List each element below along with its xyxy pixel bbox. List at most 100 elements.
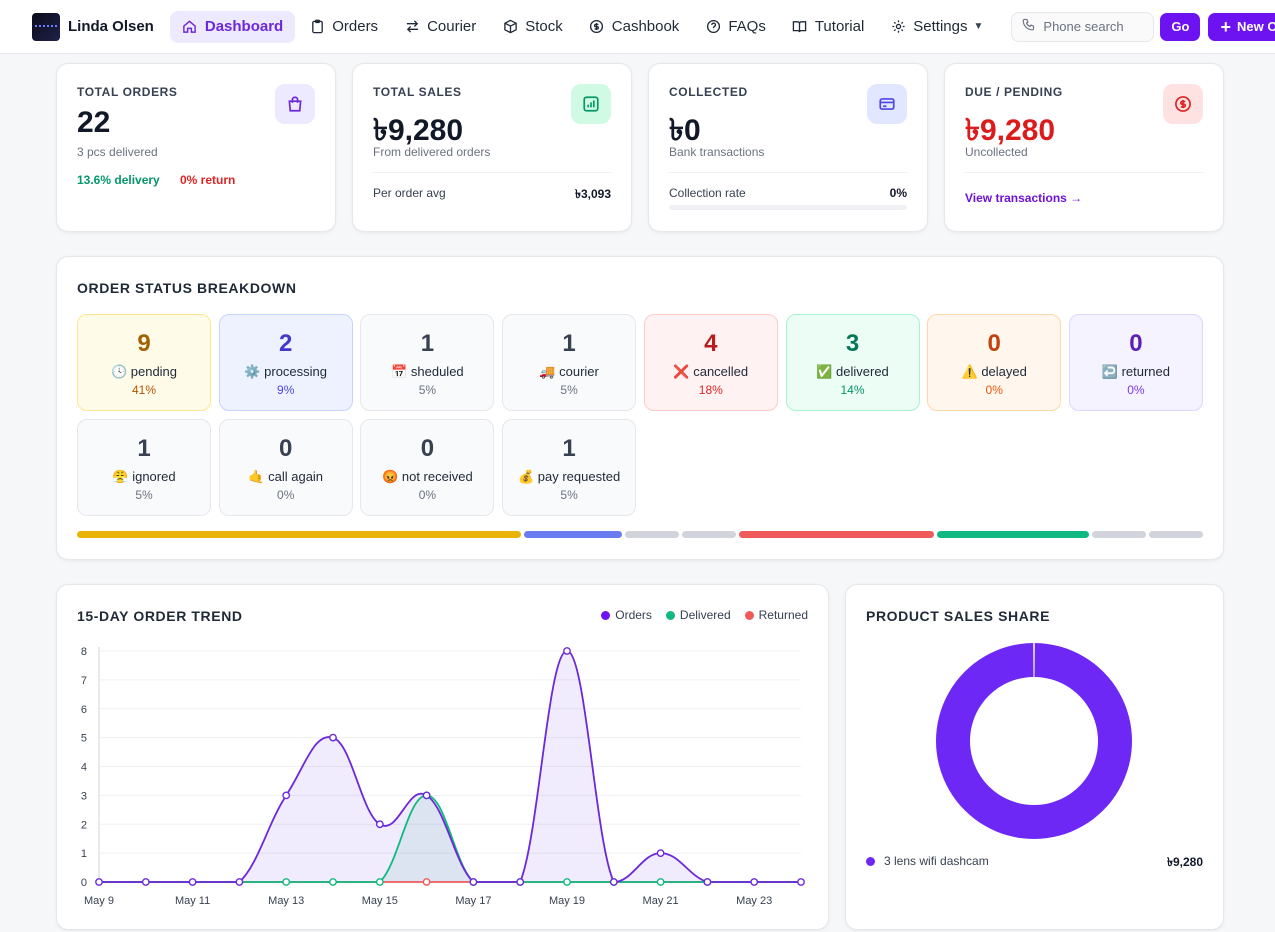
legend-item-returned[interactable]: Returned bbox=[744, 608, 808, 622]
data-point-orders bbox=[235, 878, 244, 886]
status-label: ⚙️ processing bbox=[244, 364, 328, 379]
status-percent: 9% bbox=[277, 383, 295, 397]
collected-sub: Bank transactions bbox=[669, 145, 765, 159]
status-count: 1 bbox=[420, 330, 435, 357]
data-point-delivered bbox=[282, 878, 291, 886]
status-label: 🤙 call again bbox=[248, 469, 324, 484]
status-label: ❌ cancelled bbox=[673, 364, 749, 379]
nav-tutorial[interactable]: Tutorial bbox=[780, 11, 876, 43]
data-point-orders bbox=[469, 878, 478, 886]
dollar-circle-icon bbox=[589, 19, 605, 35]
go-button[interactable]: Go bbox=[1160, 12, 1201, 41]
status-percent: 5% bbox=[560, 488, 578, 502]
legend-item-delivered[interactable]: Delivered bbox=[665, 608, 731, 622]
status-tile-cancelled[interactable]: 4 ❌ cancelled 18% bbox=[643, 314, 778, 411]
divider bbox=[965, 172, 1203, 173]
trend-legend: Orders Delivered Returned bbox=[587, 608, 808, 622]
y-tick-label: 5 bbox=[81, 733, 87, 745]
x-tick-label: May 21 bbox=[643, 895, 679, 907]
status-percent: 5% bbox=[560, 383, 578, 397]
swap-arrows-icon bbox=[404, 19, 420, 35]
segment-delayed bbox=[1091, 531, 1146, 538]
phone-search-input[interactable] bbox=[1043, 19, 1154, 34]
order-trend-card: 15-DAY ORDER TREND Orders Delivered Retu… bbox=[56, 584, 829, 930]
data-point-orders bbox=[609, 878, 618, 886]
divider bbox=[669, 172, 907, 173]
status-percent: 0% bbox=[277, 488, 295, 502]
data-point-orders bbox=[656, 849, 665, 858]
dollar-circle-icon bbox=[1163, 84, 1203, 124]
status-count: 2 bbox=[279, 330, 293, 357]
order-status-breakdown-card: ORDER STATUS BREAKDOWN 9 🕓 pending 41% 2 ⚙️ … bbox=[56, 256, 1224, 560]
x-tick-label: May 15 bbox=[362, 895, 398, 907]
legend-swatch bbox=[601, 610, 611, 620]
status-tile-pay-requested[interactable]: 1 💰 pay requested 5% bbox=[502, 419, 637, 516]
new-order-button[interactable]: + New Order bbox=[1208, 12, 1275, 41]
box-icon bbox=[502, 19, 518, 35]
status-count: 1 bbox=[137, 435, 151, 462]
nav-cashbook[interactable]: Cashbook bbox=[577, 11, 692, 43]
status-tile-call-again[interactable]: 0 🤙 call again 0% bbox=[218, 419, 353, 516]
status-count: 1 bbox=[562, 435, 576, 462]
status-tile-delayed[interactable]: 0 ⚠️ delayed 0% bbox=[927, 314, 1062, 411]
y-tick-label: 7 bbox=[81, 675, 87, 687]
due-pending-card: DUE / PENDING ৳9,280 Uncollected View tr… bbox=[944, 63, 1224, 232]
nav-dashboard[interactable]: Dashboard bbox=[169, 10, 296, 43]
status-label: 🕓 pending bbox=[110, 364, 178, 379]
status-tile-processing[interactable]: 2 ⚙️ processing 9% bbox=[218, 314, 353, 411]
status-percent: 0% bbox=[418, 488, 437, 502]
y-tick-label: 4 bbox=[81, 762, 87, 774]
nav-cashbook-label: Cashbook bbox=[611, 18, 680, 35]
data-point-orders bbox=[95, 878, 103, 886]
status-tile-not-received[interactable]: 0 😡 not received 0% bbox=[360, 419, 495, 516]
status-tile-returned[interactable]: 0 ↩️ returned 0% bbox=[1068, 314, 1203, 411]
nav-settings[interactable]: Settings ▼ bbox=[878, 11, 995, 43]
status-tile-courier[interactable]: 1 🚚 courier 5% bbox=[502, 314, 637, 411]
status-tile-ignored[interactable]: 1 😤 ignored 5% bbox=[77, 419, 211, 516]
status-tile-pending[interactable]: 9 🕓 pending 41% bbox=[77, 314, 211, 411]
status-tile-sheduled[interactable]: 1 📅 sheduled 5% bbox=[360, 314, 495, 411]
legend-item-orders[interactable]: Orders bbox=[601, 608, 652, 622]
due-sub: Uncollected bbox=[965, 145, 1028, 159]
data-point-delivered bbox=[656, 878, 665, 886]
legend-label: Delivered bbox=[679, 608, 731, 622]
order-trend-title: 15-DAY ORDER TREND bbox=[77, 608, 243, 624]
nav-orders[interactable]: Orders bbox=[297, 11, 390, 43]
donut-slice-0[interactable] bbox=[936, 643, 1132, 839]
nav-courier[interactable]: Courier bbox=[392, 11, 488, 43]
segment-sheduled bbox=[624, 531, 679, 538]
status-percent: 18% bbox=[698, 383, 723, 397]
nav-stock[interactable]: Stock bbox=[490, 11, 575, 43]
top-navbar: Linda Olsen Dashboard Orders Courier Sto… bbox=[0, 0, 1275, 54]
view-transactions-link[interactable]: View transactions → bbox=[965, 191, 1083, 205]
x-tick-label: May 13 bbox=[268, 895, 304, 907]
status-percent: 14% bbox=[840, 383, 865, 397]
status-count: 4 bbox=[704, 330, 718, 357]
phone-search[interactable] bbox=[1011, 11, 1155, 42]
status-label: ⚠️ delayed bbox=[961, 364, 1027, 379]
y-tick-label: 6 bbox=[81, 704, 87, 716]
product-legend-item: 3 lens wifi dashcam bbox=[866, 854, 989, 868]
divider bbox=[373, 172, 611, 173]
shopping-bag-icon bbox=[275, 84, 315, 124]
nav-stock-label: Stock bbox=[525, 18, 563, 35]
status-count: 1 bbox=[562, 330, 576, 357]
data-point-orders bbox=[141, 878, 150, 886]
legend-label: Orders bbox=[615, 608, 652, 622]
product-share-donut bbox=[936, 643, 1132, 839]
book-icon bbox=[792, 19, 808, 35]
user-name: Linda Olsen bbox=[68, 18, 154, 35]
data-point-returned bbox=[422, 878, 431, 886]
x-tick-label: May 19 bbox=[549, 895, 585, 907]
status-tile-delivered[interactable]: 3 ✅ delivered 14% bbox=[785, 314, 920, 411]
total-sales-label: TOTAL SALES bbox=[373, 85, 462, 99]
nav-faqs[interactable]: FAQs bbox=[693, 11, 778, 43]
data-point-orders bbox=[375, 820, 384, 829]
data-point-delivered bbox=[375, 878, 384, 886]
new-order-label: New Order bbox=[1236, 19, 1275, 34]
avatar[interactable] bbox=[32, 12, 60, 41]
collected-label: COLLECTED bbox=[669, 85, 748, 99]
delivery-rate: 13.6% delivery bbox=[77, 173, 160, 187]
status-percent: 0% bbox=[1127, 383, 1145, 397]
status-count: 0 bbox=[1129, 330, 1143, 357]
